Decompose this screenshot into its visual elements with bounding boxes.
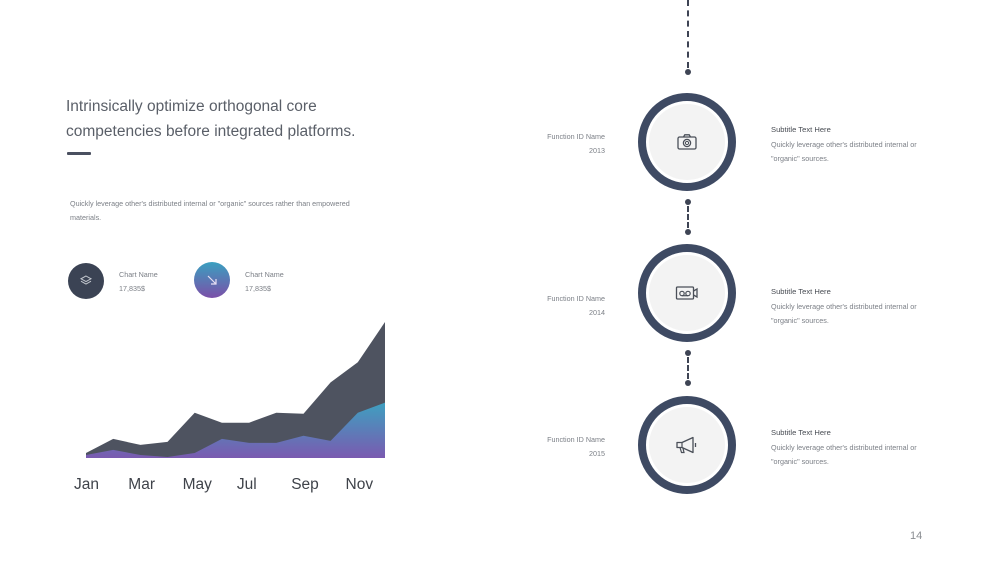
timeline-dot <box>685 229 691 235</box>
legend-name-2: Chart Name <box>245 270 284 279</box>
legend-name-1: Chart Name <box>119 270 158 279</box>
arrow-down-right-icon <box>207 275 217 285</box>
area-series-1 <box>86 322 385 458</box>
x-tick-label: Mar <box>128 476 155 493</box>
year-2: 2014 <box>589 308 605 317</box>
subtitle-2: Subtitle Text Here <box>771 287 831 296</box>
page-number: 14 <box>910 530 923 542</box>
timeline-ring-2 <box>638 244 736 342</box>
description: Quickly leverage other's distributed int… <box>70 199 350 222</box>
area-chart: Jan Mar May Jul Sep Nov <box>66 315 396 500</box>
timeline-dot <box>685 380 691 386</box>
legend-value-1: 17,835$ <box>119 284 145 293</box>
accent-rule <box>67 152 91 155</box>
timeline-dot <box>685 199 691 205</box>
function-name-3: Function ID Name <box>547 435 605 444</box>
year-3: 2015 <box>589 449 605 458</box>
x-tick-label: Nov <box>346 476 374 493</box>
x-tick-label: May <box>183 476 213 493</box>
camera-icon <box>677 134 697 150</box>
subtitle-text-2: Quickly leverage other's distributed int… <box>771 302 917 325</box>
x-tick-label: Jul <box>237 476 257 493</box>
x-tick-label: Jan <box>74 476 99 493</box>
megaphone-icon <box>676 436 697 454</box>
legend-dot-2 <box>194 262 230 298</box>
subtitle-3: Subtitle Text Here <box>771 428 831 437</box>
legend-value-2: 17,835$ <box>245 284 271 293</box>
subtitle-text-1: Quickly leverage other's distributed int… <box>771 140 917 163</box>
headline: Intrinsically optimize orthogonal core c… <box>66 98 356 140</box>
subtitle-text-3: Quickly leverage other's distributed int… <box>771 443 917 466</box>
timeline-dot <box>685 350 691 356</box>
function-name-1: Function ID Name <box>547 132 605 141</box>
cassette-recorder-icon <box>675 286 698 300</box>
timeline-ring-3 <box>638 396 736 494</box>
timeline-connector <box>687 206 689 228</box>
layers-icon <box>79 275 93 285</box>
year-1: 2013 <box>589 146 605 155</box>
subtitle-1: Subtitle Text Here <box>771 125 831 134</box>
area-chart-svg: Jan Mar May Jul Sep Nov <box>74 322 385 493</box>
legend-dot-1 <box>68 263 104 299</box>
area-series-2 <box>86 402 385 458</box>
timeline-connector-top <box>687 0 689 68</box>
timeline-ring-1 <box>638 93 736 191</box>
x-tick-label: Sep <box>291 476 319 493</box>
function-name-2: Function ID Name <box>547 294 605 303</box>
timeline-dot <box>685 69 691 75</box>
timeline-connector <box>687 357 689 379</box>
